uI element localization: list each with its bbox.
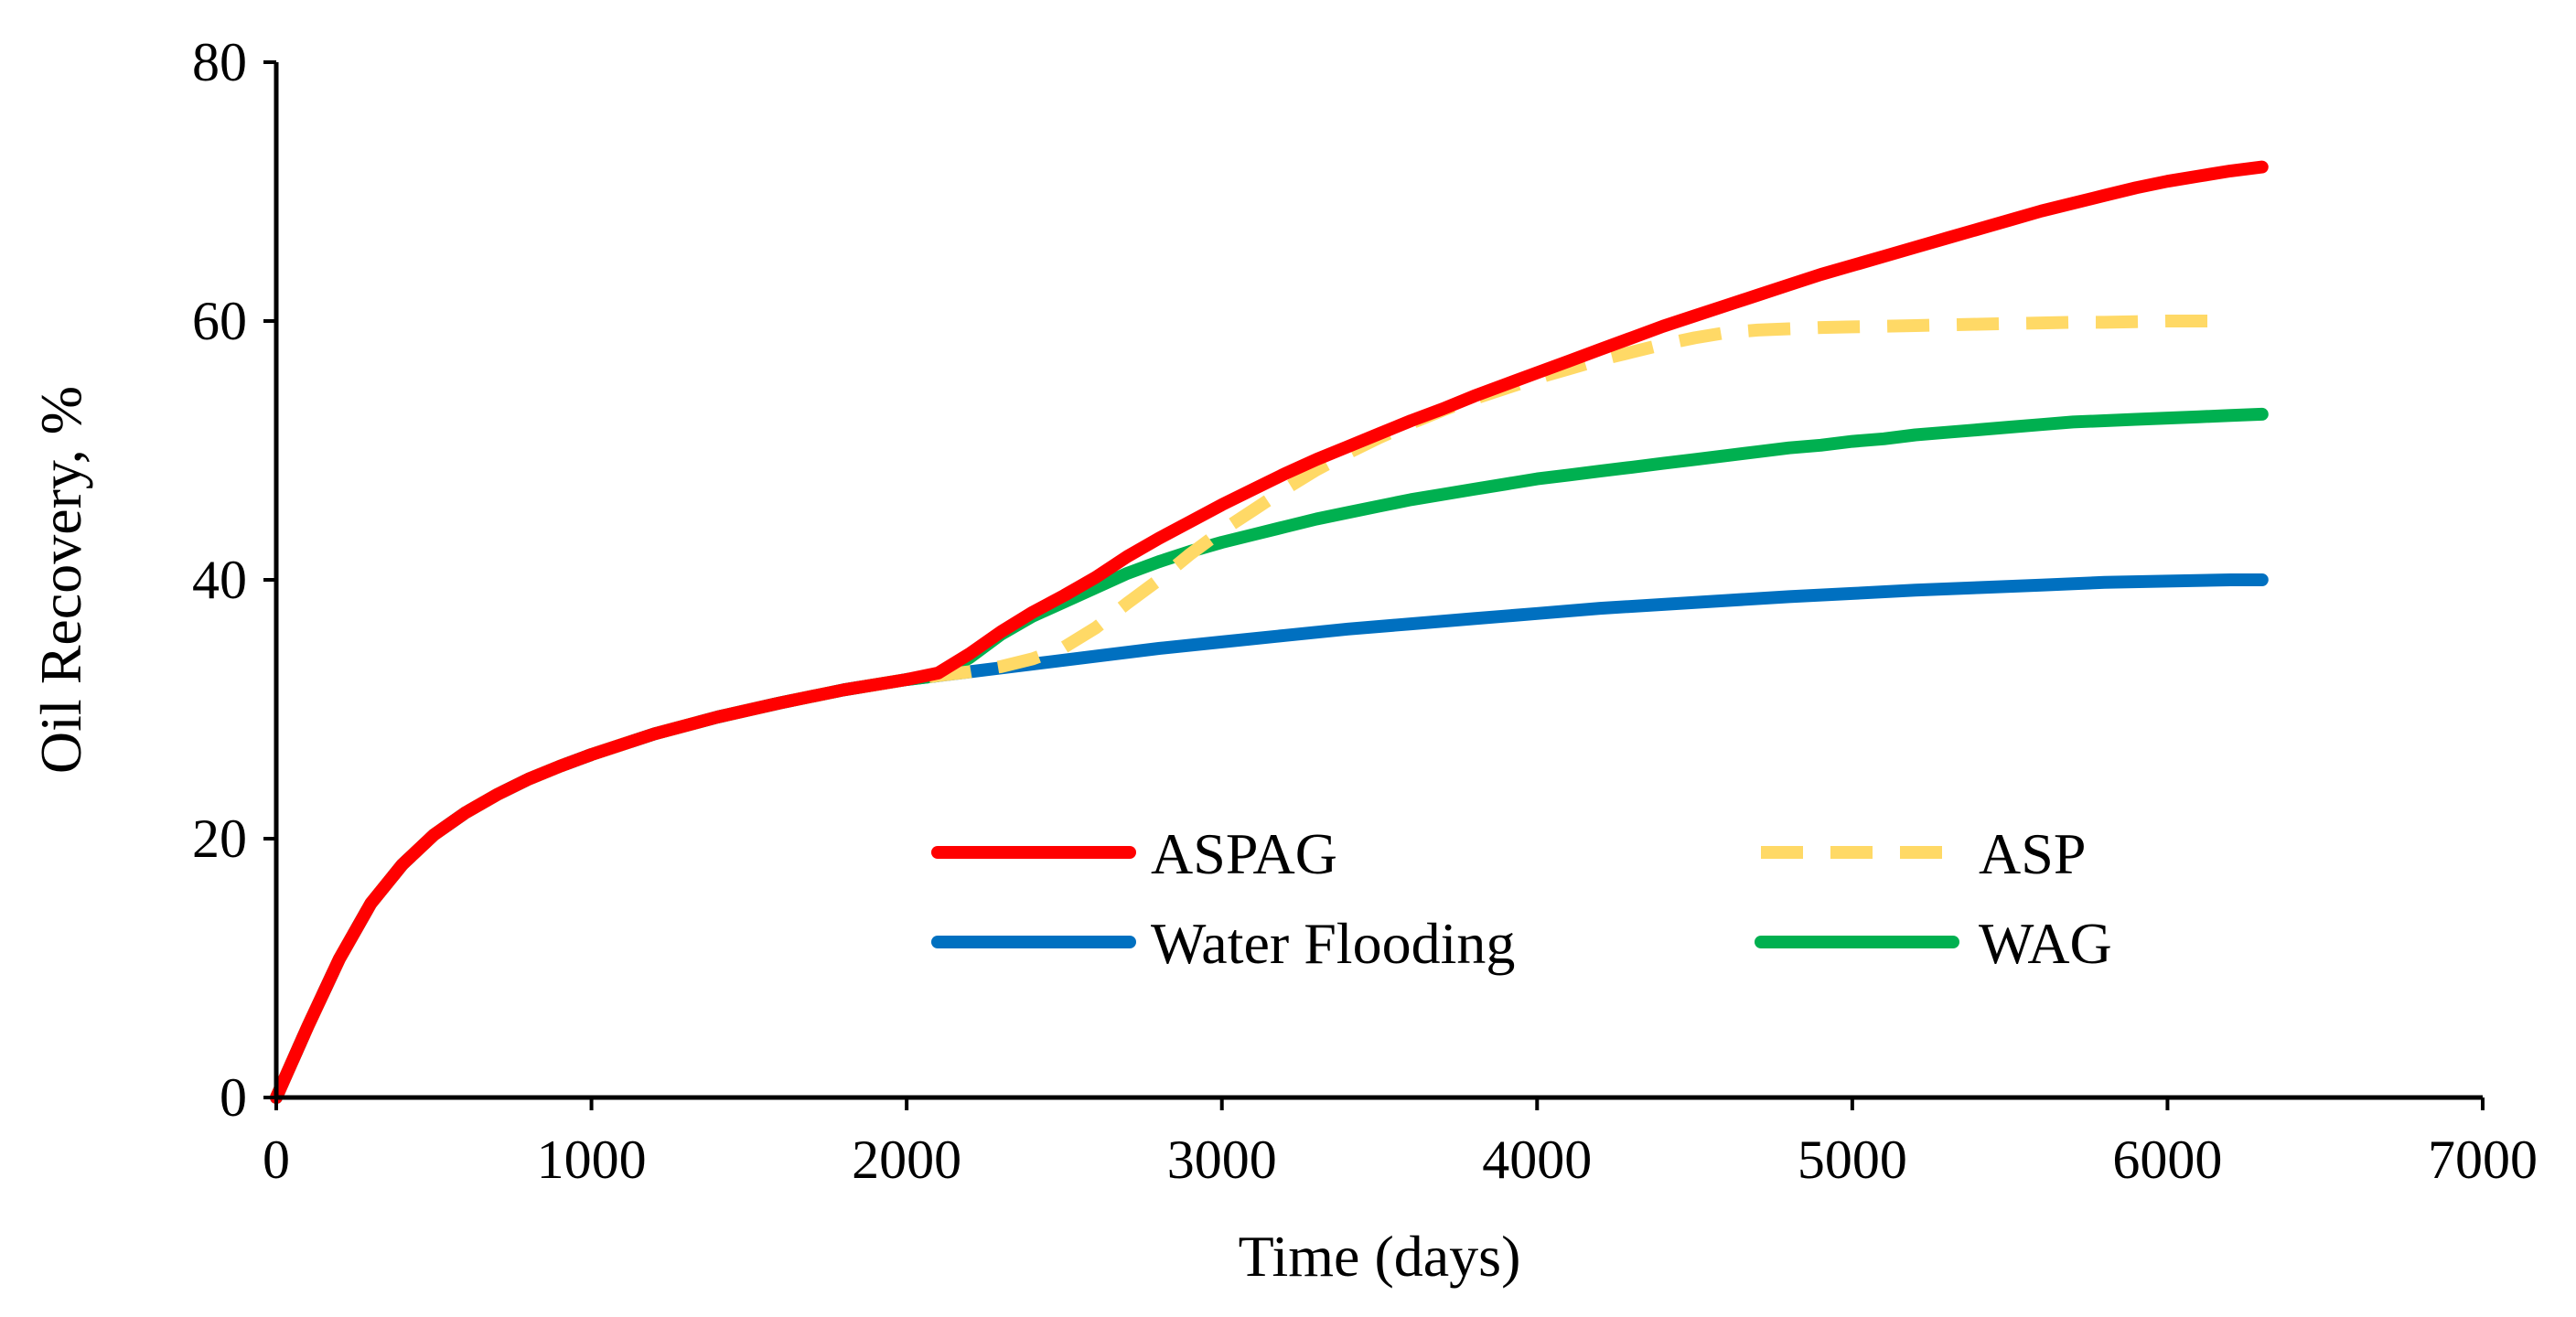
y-tick-label: 80 [192, 32, 247, 92]
ticks-layer: 0 1000 2000 3000 4000 5000 6000 7000 0 20 40 60 80 [192, 32, 2538, 1190]
legend-label-wag: WAG [1979, 911, 2112, 976]
legend-label-aspag: ASPAG [1151, 821, 1337, 886]
y-axis-title: Oil Recovery, % [28, 386, 93, 774]
y-tick-label: 60 [192, 291, 247, 351]
legend-label-water-flooding: Water Flooding [1151, 911, 1515, 976]
x-tick-label: 6000 [2112, 1130, 2222, 1190]
x-tick-label: 2000 [852, 1130, 961, 1190]
x-tick-label: 1000 [537, 1130, 647, 1190]
x-axis-title: Time (days) [1239, 1224, 1521, 1289]
y-tick-label: 40 [192, 550, 247, 610]
x-tick-label: 0 [263, 1130, 290, 1190]
y-tick-label: 20 [192, 808, 247, 869]
y-tick-label: 0 [220, 1067, 247, 1128]
legend: ASPAG ASP Water Flooding WAG [931, 821, 2112, 976]
series-line-aspag [270, 160, 2269, 1104]
x-tick-label: 7000 [2428, 1130, 2538, 1190]
legend-label-asp: ASP [1979, 821, 2086, 886]
x-tick-label: 3000 [1167, 1130, 1277, 1190]
series-layer [270, 160, 2269, 1104]
x-tick-label: 5000 [1798, 1130, 1907, 1190]
x-tick-label: 4000 [1482, 1130, 1592, 1190]
